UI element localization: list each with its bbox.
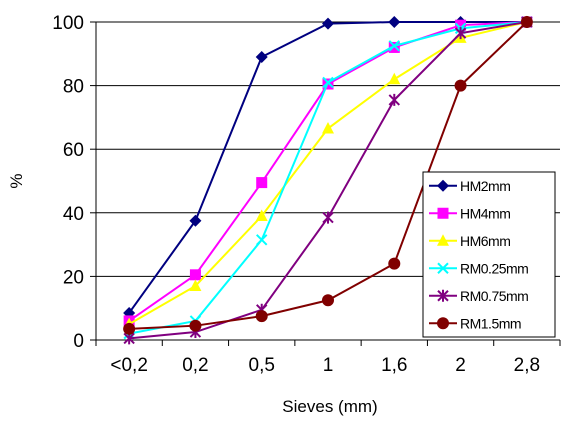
data-point: [189, 269, 201, 281]
x-tick-label: 2,8: [514, 355, 540, 376]
x-tick-label: 2: [455, 355, 466, 376]
y-axis-title: %: [7, 173, 26, 188]
x-tick-label: 1: [323, 355, 334, 376]
data-point: [520, 16, 533, 28]
data-point: [189, 319, 202, 332]
x-tick-label: <0,2: [110, 355, 148, 376]
legend-item: RM1.5mm: [429, 315, 522, 331]
data-point: [256, 177, 268, 189]
data-point: [388, 40, 400, 52]
legend: HM2mm HM4mm HM6mm RM0.25mm RM0.75mm RM1.5mm: [422, 171, 556, 338]
data-point: [189, 214, 202, 227]
data-point: [388, 16, 401, 28]
legend-label: RM1.5mm: [460, 315, 521, 331]
data-point: [454, 79, 467, 92]
legend-label: HM4mm: [460, 205, 510, 221]
legend-marker: [437, 234, 449, 246]
tick-labels: 0 20 40 60 80 100 <0,2 0,2 0,5 1 1,6 2 2,8: [52, 13, 540, 376]
legend-marker: [437, 262, 449, 274]
y-tick-label: 100: [52, 13, 84, 34]
data-point: [189, 279, 202, 291]
legend-item: RM0.25mm: [429, 260, 529, 276]
legend-item: HM2mm: [429, 178, 511, 194]
series-group: [123, 15, 533, 345]
legend-item: HM4mm: [429, 205, 511, 221]
x-axis-title: Sieves (mm): [282, 397, 377, 416]
y-tick-label: 40: [63, 204, 84, 225]
data-point: [322, 76, 334, 89]
legend-box: [422, 171, 556, 338]
data-point: [388, 41, 400, 53]
data-point: [255, 50, 268, 63]
data-point: [322, 294, 334, 307]
data-point: [455, 19, 467, 31]
data-point: [123, 322, 136, 335]
data-point: [322, 211, 334, 224]
y-tick-label: 0: [73, 331, 84, 352]
legend-label: HM2mm: [460, 178, 510, 194]
x-tick-label: 1,6: [381, 355, 407, 376]
legend-label: RM0.25mm: [460, 260, 528, 276]
data-point: [255, 209, 268, 221]
data-point: [454, 27, 467, 40]
data-point: [256, 234, 268, 246]
legend-item: HM6mm: [429, 233, 511, 249]
legend-marker: [437, 179, 449, 192]
data-point: [255, 310, 268, 323]
legend-item: RM0.75mm: [429, 288, 529, 304]
data-point: [388, 72, 401, 85]
x-tick-label: 0,5: [249, 355, 275, 376]
legend-marker: [437, 317, 449, 330]
legend-marker: [437, 289, 449, 302]
legend-label: RM0.75mm: [460, 288, 528, 304]
legend-marker: [437, 207, 449, 219]
data-point: [322, 122, 334, 134]
series-RM1.5mm: [123, 16, 533, 335]
data-point: [322, 17, 334, 30]
y-tick-label: 80: [63, 77, 84, 98]
axes: [90, 21, 561, 346]
data-point: [388, 93, 400, 106]
y-tick-label: 60: [63, 140, 84, 161]
y-tick-label: 20: [63, 267, 84, 288]
data-point: [388, 257, 401, 270]
x-tick-label: 0,2: [182, 355, 208, 376]
legend-label: HM6mm: [460, 233, 510, 249]
